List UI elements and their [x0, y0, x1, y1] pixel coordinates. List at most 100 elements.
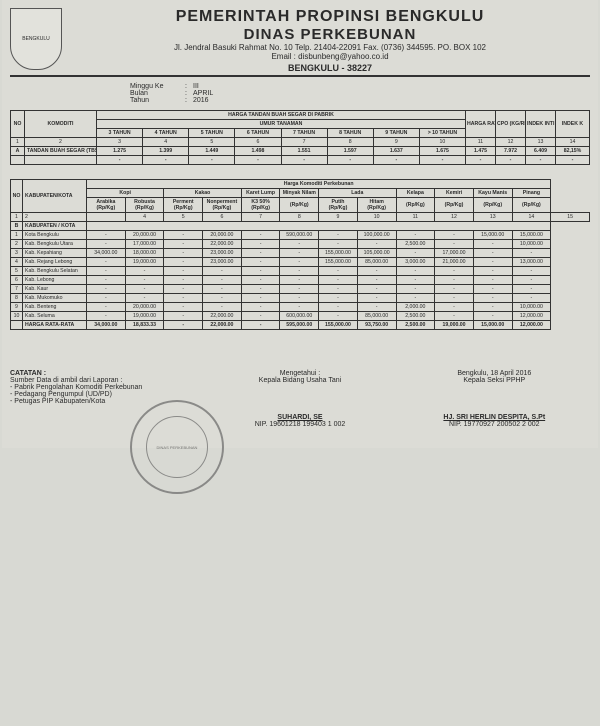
cell-value: 155,000.00	[319, 249, 358, 258]
cell-value: -	[512, 285, 551, 294]
th-age: 5 TAHUN	[189, 129, 235, 138]
cell-value: -	[357, 294, 396, 303]
meta-row-tahun: Tahun : 2016	[130, 97, 590, 104]
cell-value: -	[87, 240, 126, 249]
cell-value: -	[203, 285, 242, 294]
cell-value: 1.475	[466, 147, 496, 156]
cell-value: -	[235, 156, 281, 165]
th-sub: Robusta(Rp/Kg)	[125, 198, 164, 213]
cell-value: 3,000.00	[396, 258, 435, 267]
col-number: 7	[281, 138, 327, 147]
cell-value: -	[241, 267, 280, 276]
official-stamp: DINAS PERKEBUNAN	[130, 400, 224, 494]
cell-value: -	[556, 156, 590, 165]
cell-value: 22,000.00	[203, 312, 242, 321]
cell-value: 18,000.00	[125, 249, 164, 258]
col-number: 8	[280, 213, 319, 222]
cell-value: -	[87, 285, 126, 294]
cell-value: 10,000.00	[512, 240, 551, 249]
sig1-name: SUHARDI, SE	[204, 414, 395, 421]
th-group: Karet Lump	[241, 189, 280, 198]
meta-bulan-label: Bulan	[130, 90, 185, 97]
cell-name: Kab. Mukomuko	[23, 294, 87, 303]
th-harga-group: Harga Komoditi Perkebunan	[87, 180, 551, 189]
table-row: 3Kab. Kepahiang34,000.0018,000.00-23,000…	[11, 249, 590, 258]
mengetahui: Mengetahui :	[204, 370, 395, 377]
cell-value: -	[87, 267, 126, 276]
cell-value: -	[241, 240, 280, 249]
cell-value: -	[319, 231, 358, 240]
col-number: 9	[319, 213, 358, 222]
cell-value: -	[87, 276, 126, 285]
cell-value: -	[435, 240, 474, 249]
cell-no	[11, 156, 25, 165]
cell-no: 6	[11, 276, 23, 285]
cell-value: -	[241, 249, 280, 258]
cell-value: 2,500.00	[396, 240, 435, 249]
cell-value: -	[373, 156, 419, 165]
cell-no	[11, 321, 23, 330]
cell-value: 93,750.00	[357, 321, 396, 330]
col-number: 1	[11, 213, 23, 222]
cell-value: -	[125, 276, 164, 285]
cell-value: -	[473, 240, 512, 249]
header-line4: Email : disbunbeng@yahoo.co.id	[70, 52, 590, 61]
col-number: 13	[526, 138, 556, 147]
cell-value: 82,15%	[556, 147, 590, 156]
cell-value: -	[280, 285, 319, 294]
cell-value: 20,000.00	[125, 231, 164, 240]
cell-value: -	[396, 276, 435, 285]
th-no: NO	[11, 111, 25, 138]
table-komoditi: NO KABUPATEN/KOTA Harga Komoditi Perkebu…	[10, 179, 590, 330]
col-number: 14	[556, 138, 590, 147]
cell-value: 22,000.00	[203, 321, 242, 330]
cell-value: -	[319, 294, 358, 303]
cell-value: 600,000.00	[280, 312, 319, 321]
cell-value: -	[87, 312, 126, 321]
cell-value: -	[473, 285, 512, 294]
th-sub: Hitam(Rp/Kg)	[357, 198, 396, 213]
cell-value: -	[87, 303, 126, 312]
th-sub: Perment(Rp/Kg)	[164, 198, 203, 213]
cell-value: -	[241, 258, 280, 267]
col-number: 3	[97, 138, 143, 147]
cell-value: -	[87, 231, 126, 240]
cell-value: 19,000.00	[435, 321, 474, 330]
cell-value: -	[466, 156, 496, 165]
cell-no: 2	[11, 240, 23, 249]
cell-value: -	[164, 321, 203, 330]
cell-value: 12,000.00	[512, 312, 551, 321]
cell-value: 1.637	[373, 147, 419, 156]
table-row: 1234567891011121314	[11, 138, 590, 147]
cell-value: -	[280, 303, 319, 312]
table-row: ------------	[11, 156, 590, 165]
cell-value: -	[281, 156, 327, 165]
cell-value: 590,000.00	[280, 231, 319, 240]
sumber-item: - Pabrik Pengolahan Komoditi Perkebunan	[10, 384, 201, 391]
cell-value: 21,000.00	[435, 258, 474, 267]
cell-name	[25, 156, 97, 165]
cell-value: 20,000.00	[125, 303, 164, 312]
th-age: 6 TAHUN	[235, 129, 281, 138]
table-row: 8Kab. Mukomuko------------	[11, 294, 590, 303]
cell-value: -	[319, 312, 358, 321]
col-number: 7	[241, 213, 280, 222]
cell-value: 155,000.00	[319, 258, 358, 267]
meta-tahun-value: 2016	[193, 97, 209, 104]
table-row: 9Kab. Benteng-20,000.00------2,000.00--1…	[11, 303, 590, 312]
catatan-label: CATATAN :	[10, 370, 201, 377]
cell-value: 6.409	[526, 147, 556, 156]
header-text-block: PEMERINTAH PROPINSI BENGKULU DINAS PERKE…	[70, 8, 590, 73]
cell-value: 22,000.00	[203, 240, 242, 249]
cell-value: -	[203, 267, 242, 276]
cell-value: -	[496, 156, 526, 165]
sig1-nip: NIP. 19601218 199403 1 002	[204, 421, 395, 428]
th-age: 4 TAHUN	[143, 129, 189, 138]
col-number: 10	[419, 138, 465, 147]
th-group: Lada	[319, 189, 396, 198]
col-number: 13	[473, 213, 512, 222]
document-page: BENGKULU PEMERINTAH PROPINSI BENGKULU DI…	[2, 0, 598, 448]
cell-no: A	[11, 147, 25, 156]
cell-value: -	[87, 258, 126, 267]
cell-value: 1.449	[189, 147, 235, 156]
